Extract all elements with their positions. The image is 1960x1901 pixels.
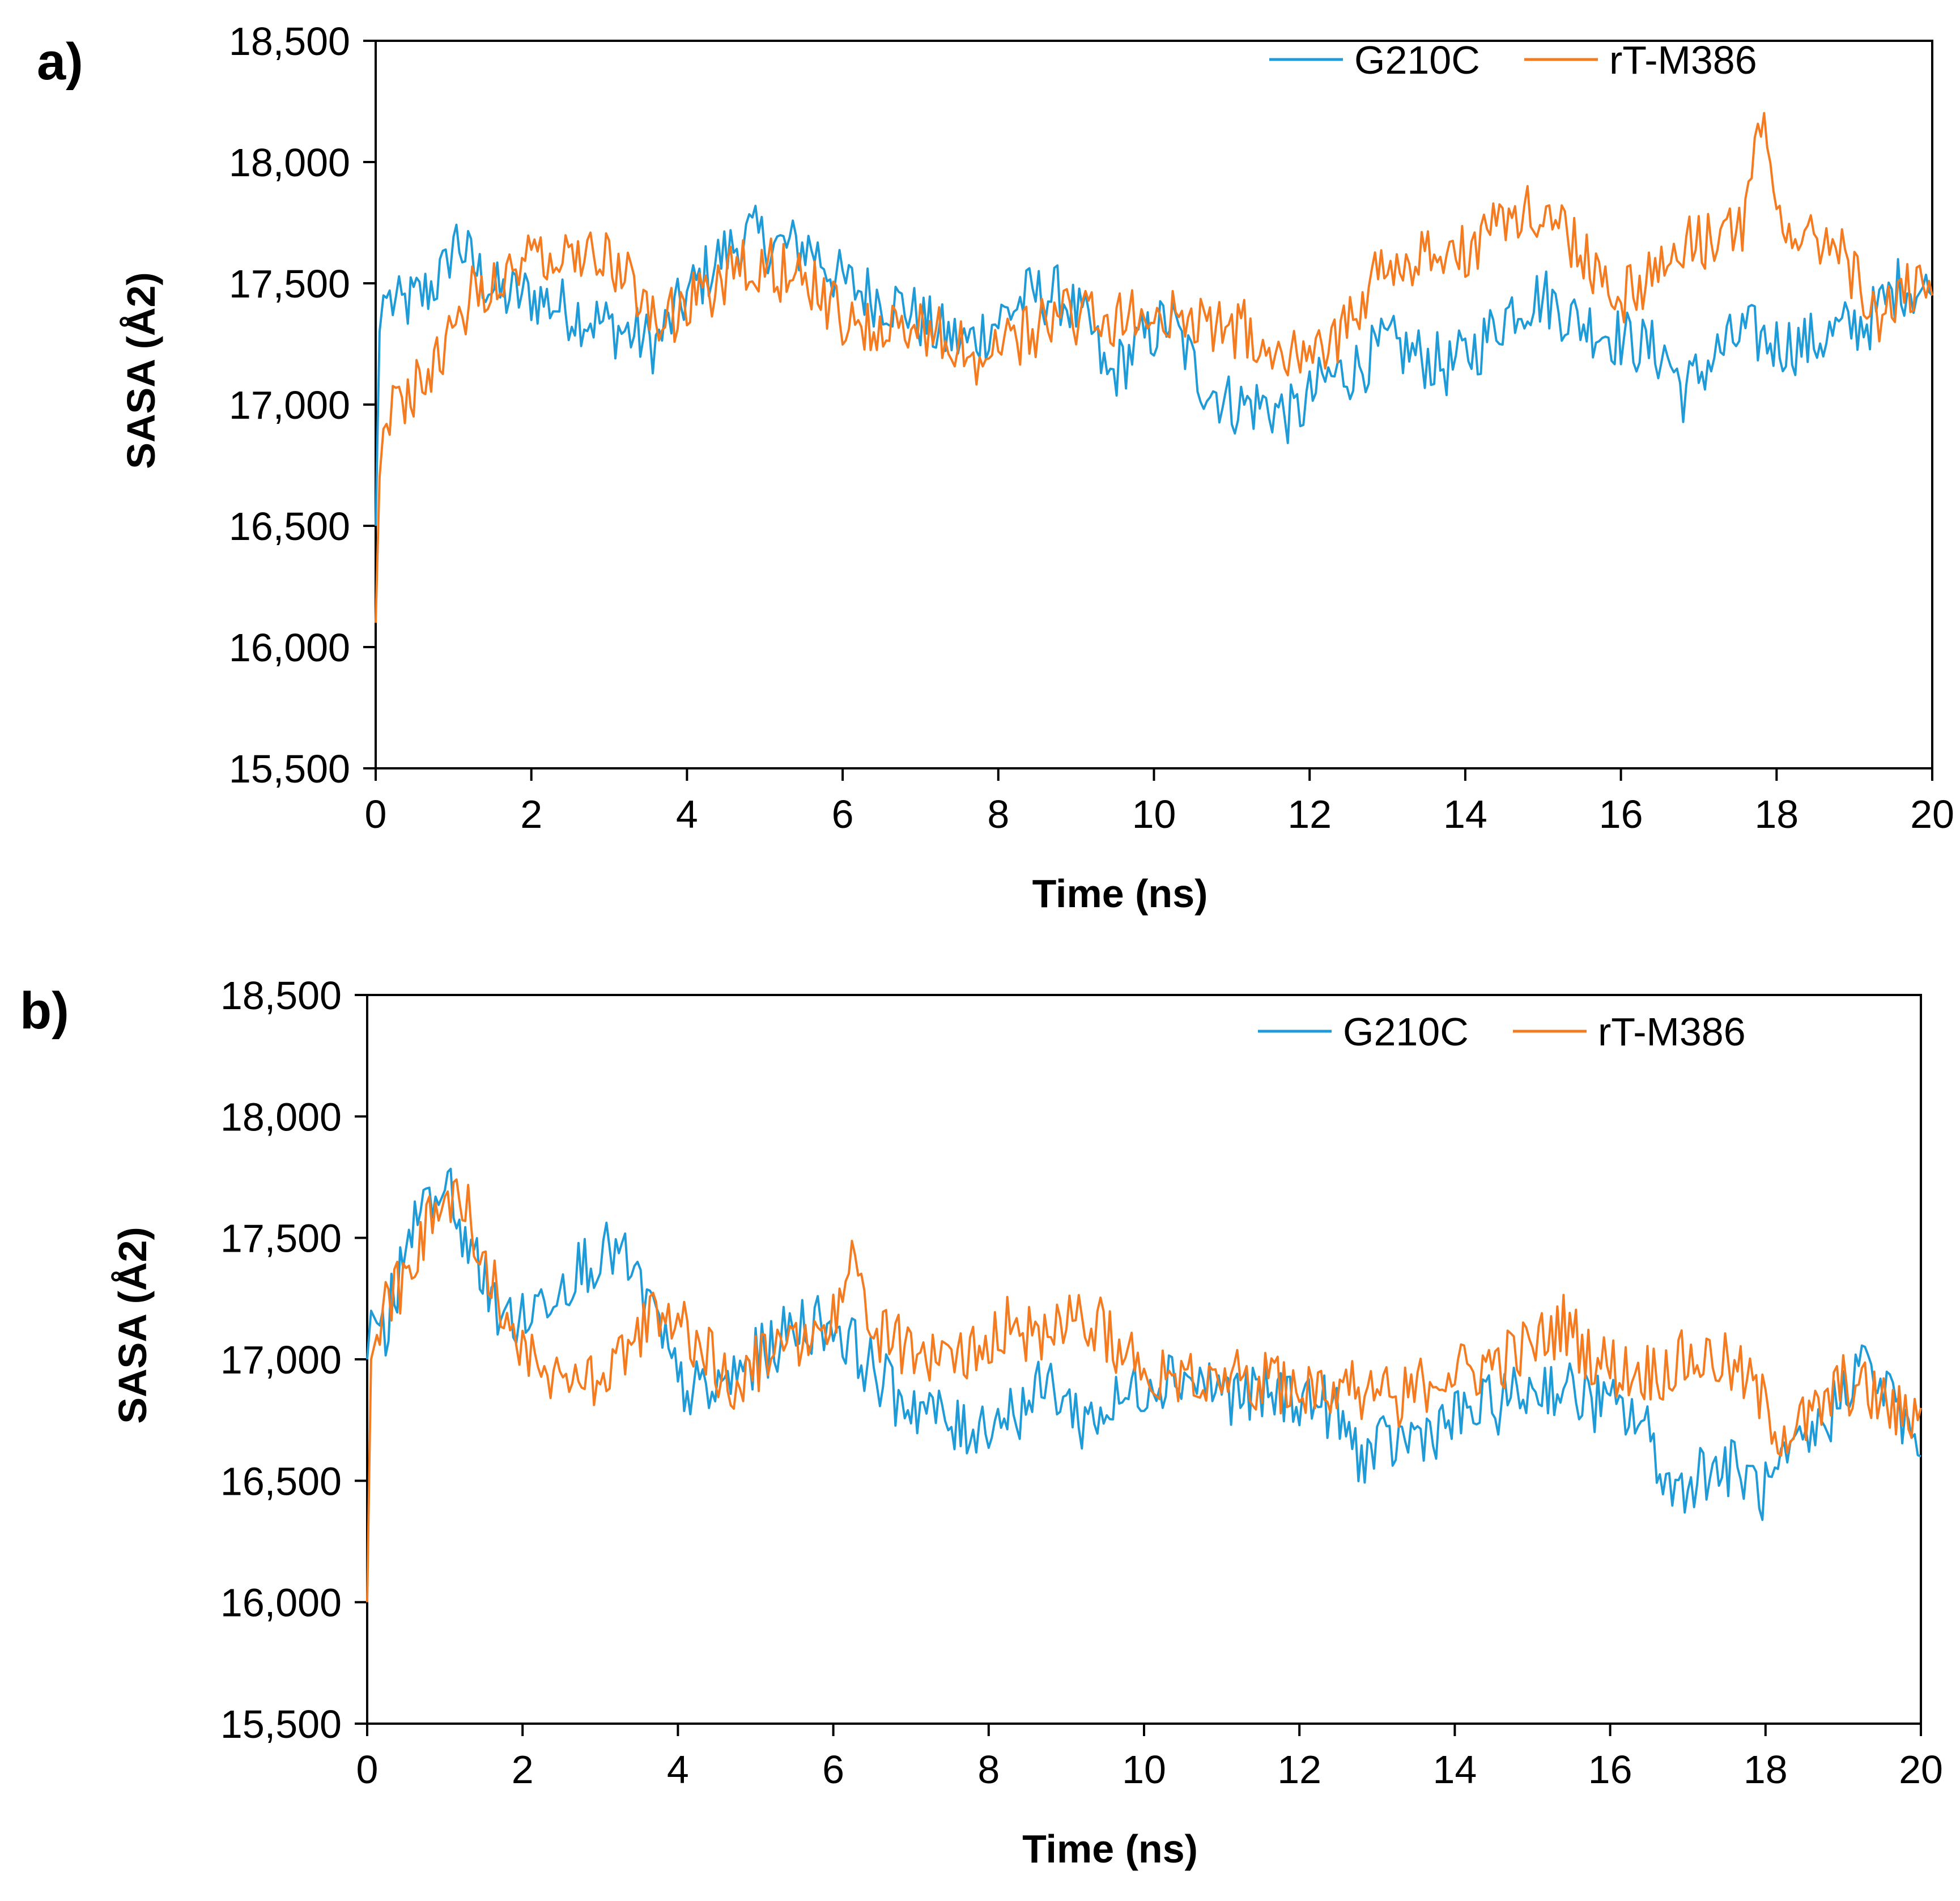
- plot-frame: [366, 994, 1922, 1725]
- panel-label: a): [37, 33, 83, 91]
- y-axis-title: SASA (Å2): [110, 1227, 155, 1423]
- panel-a: a) 15,500 16,000 16,500 17,000 17,500 18,000 18…: [37, 19, 1954, 916]
- panel-b: b) 15,500 16,000 16,500 17,000 17,500 18,000 18…: [20, 973, 1943, 1871]
- x-tick-label: 16: [1588, 1747, 1632, 1792]
- x-tick-label: 4: [676, 792, 698, 836]
- x-tick-label: 10: [1132, 792, 1176, 836]
- x-axis-title: Time (ns): [1032, 871, 1208, 916]
- series-line-g210c: [375, 205, 1933, 526]
- x-tick-label: 6: [822, 1747, 844, 1792]
- x-tick-label: 14: [1432, 1747, 1477, 1792]
- panel-label: b): [20, 982, 69, 1040]
- y-tick-label: 17,500: [229, 262, 350, 306]
- plot-frame: [375, 40, 1933, 769]
- x-tick-label: 20: [1910, 792, 1954, 836]
- x-tick-label: 0: [356, 1747, 379, 1792]
- y-tick-label: 17,000: [220, 1338, 342, 1382]
- y-tick-label: 15,500: [220, 1702, 342, 1746]
- legend-label: G210C: [1354, 38, 1480, 82]
- x-tick-label: 2: [512, 1747, 534, 1792]
- y-tick-label: 17,000: [229, 383, 350, 427]
- series-line-rt-m386: [366, 1178, 1922, 1602]
- x-tick-label: 8: [987, 792, 1009, 836]
- y-tick-label: 16,000: [220, 1581, 342, 1625]
- x-tick-label: 10: [1122, 1747, 1166, 1792]
- x-tick-label: 16: [1599, 792, 1643, 836]
- y-tick-label: 16,500: [220, 1459, 342, 1503]
- y-tick-label: 18,000: [220, 1095, 342, 1139]
- y-tick-label: 18,500: [229, 19, 350, 63]
- x-tick-label: 12: [1277, 1747, 1321, 1792]
- x-tick-label: 12: [1287, 792, 1332, 836]
- y-tick-label: 15,500: [229, 747, 350, 791]
- y-axis-title: SASA (Å2): [119, 272, 163, 469]
- y-tick-label: 17,500: [220, 1217, 342, 1261]
- x-axis-title: Time (ns): [1022, 1827, 1198, 1871]
- y-tick-label: 16,000: [229, 626, 350, 670]
- legend-label: rT-M386: [1598, 1010, 1746, 1054]
- x-tick-label: 0: [365, 792, 387, 836]
- x-tick-label: 2: [520, 792, 542, 836]
- y-tick-label: 16,500: [229, 504, 350, 548]
- legend-label: G210C: [1343, 1010, 1469, 1054]
- x-tick-label: 8: [977, 1747, 1000, 1792]
- y-tick-label: 18,000: [229, 141, 350, 185]
- x-tick-label: 20: [1899, 1747, 1943, 1792]
- legend-label: rT-M386: [1609, 38, 1757, 82]
- series-line-rt-m386: [375, 112, 1933, 623]
- y-tick-label: 18,500: [220, 973, 342, 1018]
- x-tick-label: 4: [667, 1747, 689, 1792]
- x-tick-label: 18: [1754, 792, 1799, 836]
- x-tick-label: 6: [832, 792, 854, 836]
- series-line-g210c: [366, 1167, 1921, 1521]
- x-tick-label: 14: [1443, 792, 1487, 836]
- x-tick-label: 18: [1744, 1747, 1788, 1792]
